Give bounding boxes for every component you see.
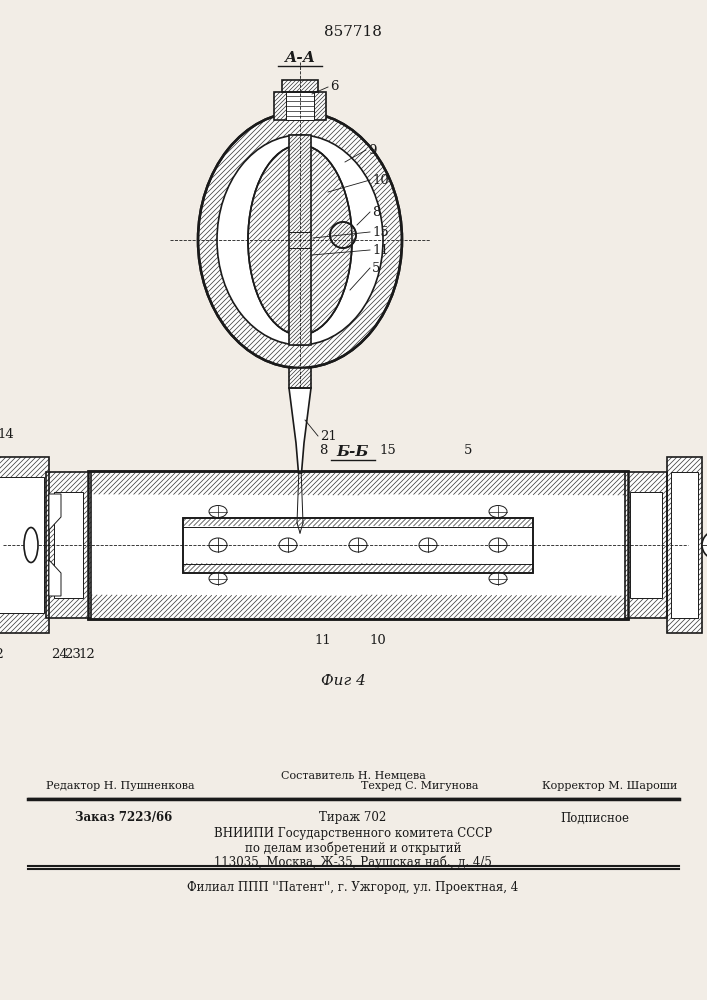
Text: 8: 8 [372, 206, 380, 219]
Text: 14: 14 [0, 428, 14, 442]
Text: 113035, Москва, Ж-35, Раушская наб., д. 4/5: 113035, Москва, Ж-35, Раушская наб., д. … [214, 855, 492, 869]
Bar [274, 92, 326, 120]
Text: 11: 11 [315, 635, 332, 648]
Polygon shape [49, 560, 61, 596]
Bar [54, 492, 83, 598]
Text: Филиал ППП ''Патент'', г. Ужгород, ул. Проектная, 4: Филиал ППП ''Патент'', г. Ужгород, ул. П… [187, 882, 519, 894]
Text: Составитель Н. Немцева: Составитель Н. Немцева [281, 771, 426, 781]
Text: 10: 10 [370, 635, 386, 648]
Bar [625, 472, 667, 618]
Text: Редактор Н. Пушненкова: Редактор Н. Пушненкова [46, 781, 194, 791]
Text: Фиг 4: Фиг 4 [320, 674, 366, 688]
Bar [282, 80, 318, 92]
Ellipse shape [489, 572, 507, 584]
Bar [46, 472, 91, 618]
Ellipse shape [489, 506, 507, 518]
Text: 5: 5 [372, 261, 380, 274]
Bar [274, 92, 326, 120]
Bar [88, 471, 628, 619]
Bar [0, 457, 49, 633]
Bar [667, 457, 702, 633]
Text: ВНИИПИ Государственного комитета СССР: ВНИИПИ Государственного комитета СССР [214, 828, 492, 840]
Text: 22: 22 [0, 648, 4, 662]
Text: 15: 15 [372, 226, 389, 238]
Text: 10: 10 [372, 174, 389, 186]
Polygon shape [49, 494, 61, 530]
Ellipse shape [217, 135, 383, 345]
Ellipse shape [209, 506, 227, 518]
Ellipse shape [24, 528, 38, 562]
Text: по делам изобретений и открытий: по делам изобретений и открытий [245, 841, 461, 855]
Text: Б-Б: Б-Б [337, 445, 369, 459]
Bar [289, 368, 311, 388]
Text: 11: 11 [372, 243, 389, 256]
Text: 23: 23 [64, 648, 81, 662]
Text: Техред С. Мигунова: Техред С. Мигунова [361, 781, 479, 791]
Bar [667, 457, 702, 633]
Bar [46, 472, 91, 618]
Text: 857718: 857718 [324, 25, 382, 39]
Bar [183, 518, 533, 572]
Text: 21: 21 [320, 430, 337, 442]
Bar [289, 135, 311, 345]
Ellipse shape [209, 572, 227, 584]
Text: 12: 12 [78, 648, 95, 662]
Bar [289, 135, 311, 345]
Text: Подписное: Подписное [560, 812, 629, 824]
Ellipse shape [349, 538, 367, 552]
Bar [0, 477, 44, 613]
Bar [289, 368, 311, 388]
Text: 9: 9 [368, 143, 377, 156]
Polygon shape [289, 388, 311, 473]
Text: 15: 15 [380, 444, 397, 458]
Ellipse shape [209, 538, 227, 552]
Text: Корректор М. Шароши: Корректор М. Шароши [542, 781, 678, 791]
Bar [0, 457, 49, 633]
Bar [630, 492, 662, 598]
Ellipse shape [198, 112, 402, 368]
Ellipse shape [419, 538, 437, 552]
Text: 5: 5 [464, 444, 472, 458]
Text: А-А: А-А [284, 51, 315, 65]
Bar [671, 472, 698, 618]
Text: 6: 6 [330, 81, 339, 94]
Bar [625, 472, 667, 618]
Text: Тираж 702: Тираж 702 [320, 812, 387, 824]
Circle shape [702, 531, 707, 559]
Ellipse shape [248, 145, 352, 335]
Text: 8: 8 [319, 444, 327, 458]
Text: Фиг 3: Фиг 3 [278, 521, 322, 535]
Bar [282, 80, 318, 92]
Bar [88, 471, 628, 619]
Ellipse shape [279, 538, 297, 552]
Bar [286, 92, 314, 120]
Ellipse shape [489, 538, 507, 552]
Text: Заказ 7223/66: Заказ 7223/66 [75, 812, 173, 824]
Circle shape [330, 222, 356, 248]
Bar [183, 518, 533, 572]
Text: 24: 24 [51, 648, 67, 662]
